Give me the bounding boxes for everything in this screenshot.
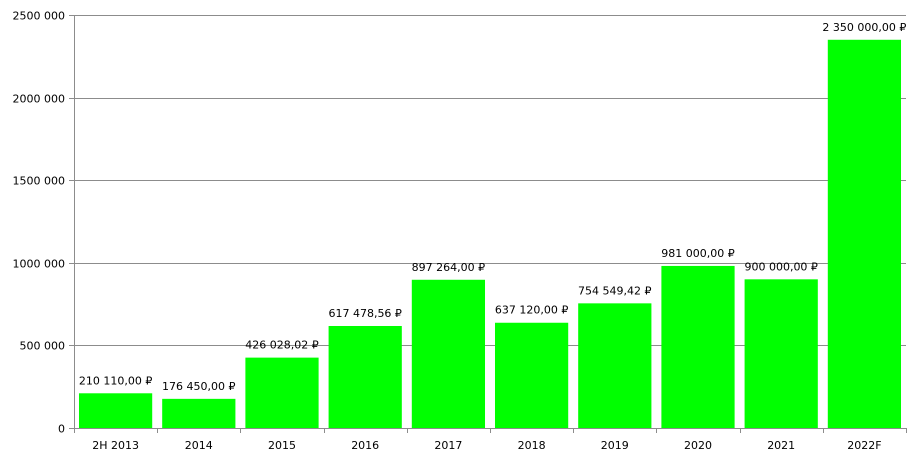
data-label: 981 000,00 ₽: [661, 247, 734, 260]
y-tick-labels: 0 500 000 1000 000 1500 000 2000 000 2500 000: [13, 10, 66, 436]
x-tick-label: 2H 2013: [92, 439, 139, 452]
data-label: 426 028,02 ₽: [245, 339, 318, 352]
bar: [162, 398, 236, 428]
x-tick-label: 2015: [268, 439, 296, 452]
y-tick-label: 1000 000: [13, 258, 66, 271]
data-label: 900 000,00 ₽: [744, 260, 817, 273]
x-tick-label: 2022F: [847, 439, 881, 452]
axes: [69, 15, 907, 433]
y-tick-label: 2500 000: [13, 10, 66, 23]
bars: [78, 39, 902, 428]
x-tick-label: 2016: [351, 439, 379, 452]
x-tick-label: 2020: [684, 439, 712, 452]
data-label: 617 478,56 ₽: [328, 307, 401, 320]
x-tick-labels: 2H 2013 2014 2015 2016 2017 2018 2019 2020 2021 2…: [92, 439, 881, 452]
x-tick-label: 2021: [767, 439, 795, 452]
y-tick-label: 0: [58, 423, 65, 436]
bar: [245, 357, 319, 428]
x-tick-label: 2014: [185, 439, 213, 452]
x-tick-label: 2017: [434, 439, 462, 452]
data-label: 637 120,00 ₽: [495, 304, 568, 317]
data-labels: 210 110,00 ₽ 176 450,00 ₽ 426 028,02 ₽ 617 …: [79, 21, 907, 393]
bar: [328, 325, 402, 428]
bar: [411, 279, 486, 428]
bar: [494, 322, 569, 428]
data-label: 2 350 000,00 ₽: [822, 21, 906, 34]
bar: [827, 39, 902, 428]
y-tick-label: 1500 000: [13, 175, 66, 188]
data-label: 897 264,00 ₽: [412, 261, 485, 274]
bar: [661, 265, 735, 428]
bar: [78, 393, 153, 428]
x-tick-label: 2019: [601, 439, 629, 452]
y-tick-label: 500 000: [20, 340, 66, 353]
data-label: 176 450,00 ₽: [162, 380, 235, 393]
bar: [578, 303, 652, 428]
bar: [744, 279, 818, 428]
data-label: 754 549,42 ₽: [578, 284, 651, 297]
x-tick-label: 2018: [518, 439, 546, 452]
data-label: 210 110,00 ₽: [79, 374, 152, 387]
y-tick-label: 2000 000: [13, 93, 66, 106]
